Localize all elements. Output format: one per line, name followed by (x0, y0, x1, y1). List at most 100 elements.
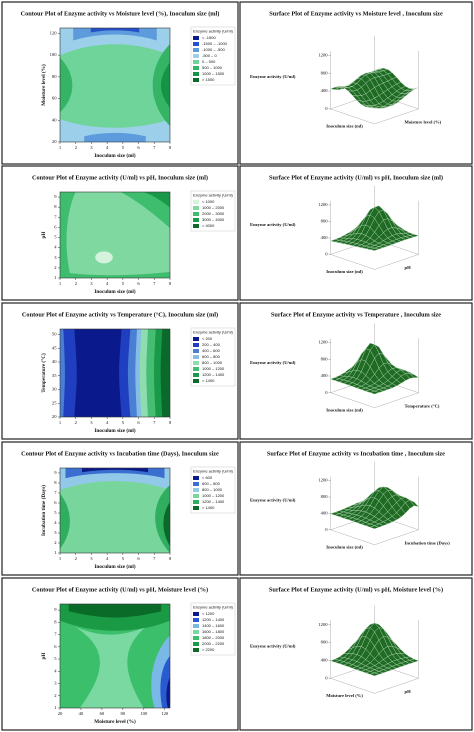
x-tick-label: 5 (122, 281, 125, 286)
box-edge (330, 254, 375, 270)
legend-label: < 200 (202, 336, 213, 341)
legend-title: Enzyme activity (U/ml) (193, 469, 233, 474)
y-tick-label: 9 (54, 194, 57, 199)
contour-scale (60, 468, 170, 553)
contour-region (68, 604, 162, 618)
surface-mesh (330, 342, 420, 395)
legend-swatch (193, 42, 199, 46)
y-tick-label: 80 (52, 74, 57, 79)
legend-label: 2000 – 3000 (202, 211, 225, 216)
z-tick-label: 0 (325, 675, 328, 680)
contour-scale (60, 604, 170, 708)
x-tick-label: 5 (122, 556, 125, 561)
legend-label: 1000 – 1200 (202, 493, 225, 498)
surface-cell (370, 105, 380, 108)
x-tick-label: 1 (59, 281, 62, 286)
y-axis-label: pH (41, 232, 47, 239)
y-tick-label: 4 (54, 520, 57, 525)
y-tick-label: 6 (54, 500, 57, 505)
surface-mesh (330, 486, 420, 529)
x-tick-label: 3 (90, 281, 93, 286)
plot-frame (59, 191, 171, 279)
surface-cell (369, 525, 380, 529)
x-tick-label: 7 (153, 145, 156, 150)
y-tick-label: 9 (54, 470, 57, 475)
legend-label: 600 – 800 (202, 354, 221, 359)
x-tick-label: 60 (100, 711, 105, 716)
legend-swatch (193, 636, 199, 640)
plot-frame (59, 328, 171, 418)
legend-label: > 1500 (202, 77, 215, 82)
y-tick-label: 6 (54, 224, 57, 229)
y-tick-label: 20 (52, 139, 57, 144)
z-tick-label: 1200 (318, 622, 328, 627)
x-tick-label: 20 (58, 711, 63, 716)
x-tick-label: 6 (137, 556, 140, 561)
y-axis-label: Temperature (°C) (40, 353, 47, 393)
x-axis-label: Inoculum size (ml) (326, 123, 363, 128)
x-tick-label: 100 (140, 711, 148, 716)
plot-frame (59, 467, 171, 554)
y-tick-label: 3 (54, 255, 57, 260)
z-tick-label: 1200 (318, 340, 328, 345)
legend-swatch (193, 642, 199, 646)
z-tick-label: 1200 (318, 478, 328, 483)
z-tick-label: 0 (325, 252, 328, 257)
x-axis-label: Inoculum size (ml) (326, 269, 363, 274)
legend-label: -1000 – -500 (202, 47, 225, 52)
legend-box (190, 602, 236, 656)
legend-swatch (193, 206, 199, 210)
contour-region (166, 676, 170, 708)
legend-label: 0 – 500 (202, 59, 216, 64)
contour-region (60, 271, 170, 278)
contour-region (74, 329, 122, 417)
y-tick-label: 40 (52, 117, 57, 122)
chart-title: Surface Plot of Enzyme activity vs Moist… (269, 10, 443, 17)
y-tick-label: 2 (54, 693, 57, 698)
legend-label: 1800 – 2000 (202, 635, 225, 640)
x-tick-label: 4 (106, 420, 109, 425)
y-tick-label: 35 (52, 373, 57, 378)
legend-swatch (193, 476, 199, 480)
legend-label: 500 – 1000 (202, 65, 223, 70)
x-tick-label: 2 (75, 556, 78, 561)
contour-region (84, 132, 146, 142)
y-tick-label: 1 (54, 275, 57, 280)
surface-cell (369, 248, 380, 251)
legend-label: 1400 – 1600 (202, 623, 225, 628)
legend-label: 1200 – 1400 (202, 617, 225, 622)
x-tick-label: 8 (169, 281, 172, 286)
chart-title: Contour Plot of Enzyme activity vs Incub… (21, 450, 219, 457)
legend-swatch (193, 482, 199, 486)
legend-swatch (193, 612, 199, 616)
x-tick-label: 4 (106, 556, 109, 561)
box-edge (374, 108, 419, 125)
contour-fill (60, 604, 170, 708)
y-axis-label: Incubation time (Days) (405, 540, 451, 545)
legend-label: < -1500 (202, 35, 216, 40)
y-tick-label: 45 (52, 345, 57, 350)
x-axis-label: Inoculum size (ml) (94, 152, 135, 159)
y-tick-label: 40 (52, 359, 57, 364)
y-axis-label: Temperature (°C) (405, 403, 440, 408)
z-tick-label: 800 (321, 640, 329, 645)
legend-title: Enzyme activity (U/ml) (193, 330, 233, 335)
legend-label: 600 – 800 (202, 481, 221, 486)
x-tick-label: 7 (153, 556, 156, 561)
legend-title: Enzyme activity (U/ml) (193, 29, 233, 34)
x-tick-label: 6 (137, 420, 140, 425)
contour-fill (60, 28, 170, 142)
surface-cell (369, 390, 380, 395)
chart-title: Contour Plot of Enzyme activity vs Tempe… (22, 311, 218, 318)
z-tick-label: 0 (325, 106, 328, 111)
legend-label: 1600 – 1800 (202, 629, 225, 634)
legend-swatch (193, 630, 199, 634)
y-tick-label: 1 (54, 550, 57, 555)
legend-label: 3000 – 4000 (202, 217, 225, 222)
x-tick-label: 5 (122, 420, 125, 425)
x-tick-label: 8 (169, 145, 172, 150)
box-edge (330, 108, 375, 125)
y-axis-label: pH (405, 689, 412, 694)
legend-label: 1000 – 1500 (202, 71, 225, 76)
contour-region (60, 468, 170, 553)
